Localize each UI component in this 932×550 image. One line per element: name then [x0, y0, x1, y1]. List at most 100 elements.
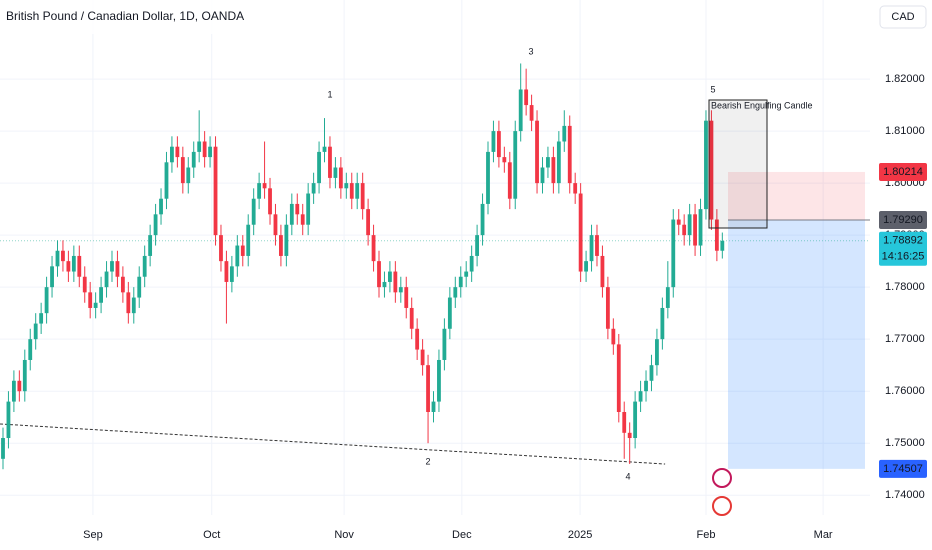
y-tick-label: 1.75000	[885, 437, 925, 449]
candle-body	[387, 271, 392, 282]
candle-body	[475, 235, 480, 256]
candle-body	[153, 214, 158, 236]
candle-body	[698, 209, 703, 246]
candle-body	[99, 287, 103, 303]
candle-body	[208, 146, 212, 158]
candle-body	[518, 89, 523, 132]
y-tick-label: 1.81000	[885, 125, 925, 137]
candle-body	[502, 157, 507, 163]
wave-label: 4	[625, 471, 630, 481]
plot: 1.740001.750001.760001.770001.780001.790…	[0, 0, 925, 541]
price-badge	[879, 459, 927, 478]
candle-body	[627, 432, 632, 439]
price-badge-label: 1.78892	[883, 235, 923, 247]
candle-body	[404, 287, 409, 308]
candle-body	[551, 157, 556, 184]
candle-body	[595, 235, 599, 256]
header-bg	[0, 0, 300, 34]
countdown: 14:16:25	[882, 251, 925, 263]
candle-body	[437, 359, 441, 402]
candle-body	[88, 292, 93, 308]
candle-body	[159, 198, 163, 215]
candle-body	[578, 193, 583, 272]
candle-body	[513, 131, 518, 199]
price-badge-label: 1.74507	[883, 463, 923, 475]
candle-body	[268, 188, 272, 215]
candle-body	[142, 255, 147, 277]
candle-body	[120, 276, 125, 293]
candle-body	[33, 323, 38, 340]
candle-body	[333, 167, 338, 178]
candle-body	[82, 276, 87, 293]
candle-body	[464, 271, 469, 277]
candle-body	[600, 255, 605, 288]
candle-body	[137, 276, 142, 298]
candle-body	[11, 380, 16, 402]
candle-body	[491, 131, 496, 152]
candle-body	[655, 339, 659, 366]
price-badge-label: 1.80214	[883, 166, 923, 178]
wave-label: 2	[425, 456, 430, 466]
currency-button[interactable]	[879, 5, 927, 29]
currency-label[interactable]: CAD	[891, 11, 914, 23]
candle-body	[682, 224, 687, 236]
y-tick-label: 1.76000	[885, 385, 925, 397]
candle-body	[66, 261, 71, 272]
candle-body	[279, 235, 283, 256]
candle-body	[660, 307, 665, 340]
candle-body	[126, 292, 131, 314]
candle-body	[442, 328, 447, 360]
candle-body	[605, 287, 610, 329]
candle-body	[426, 365, 430, 412]
event-icon[interactable]	[712, 468, 732, 488]
candle-body	[197, 141, 202, 152]
candle-body	[546, 157, 550, 168]
candle-body	[148, 235, 153, 256]
candle-body	[328, 146, 332, 178]
x-tick-label: 2025	[568, 529, 592, 541]
candle-body	[55, 250, 60, 267]
candle-body	[219, 235, 223, 262]
x-tick-label: Oct	[203, 529, 220, 541]
x-tick-label: Feb	[696, 529, 715, 541]
candle-body	[175, 146, 180, 158]
candle-body	[355, 183, 360, 199]
y-tick-label: 1.74000	[885, 489, 925, 501]
candle-body	[480, 203, 485, 236]
y-tick-label: 1.82000	[885, 73, 925, 85]
candle-body	[262, 183, 267, 189]
candle-body	[676, 219, 681, 225]
candle-body	[360, 183, 365, 210]
candle-body	[393, 271, 398, 293]
wave-label: 1	[327, 89, 332, 99]
price-badge-label: 1.79290	[883, 214, 923, 226]
candle-body	[273, 214, 278, 236]
x-tick-label: Dec	[452, 529, 472, 541]
candle-body	[257, 183, 262, 199]
candle-body	[371, 235, 376, 262]
candle-body	[616, 344, 621, 412]
candle-body	[486, 151, 490, 204]
event-icon[interactable]	[712, 496, 732, 516]
candle-body	[50, 266, 54, 288]
price-badge	[879, 231, 927, 266]
x-tick-label: Sep	[83, 529, 103, 541]
wave-label: 5	[710, 84, 715, 94]
candle-body	[251, 198, 256, 225]
candle-body	[469, 255, 474, 272]
candle-body	[235, 245, 240, 267]
candle-body	[420, 349, 425, 366]
candle-body	[6, 401, 11, 439]
candle-body	[496, 131, 501, 158]
stop-zone	[728, 171, 865, 221]
candle-body	[306, 193, 311, 225]
wave-label: 3	[528, 46, 533, 56]
candle-body	[213, 146, 218, 236]
candle-body	[246, 224, 251, 256]
candle-body	[338, 167, 343, 189]
candle-body	[202, 141, 207, 158]
candle-body	[1, 438, 5, 459]
candle-body	[77, 255, 82, 277]
target-zone	[728, 220, 865, 469]
